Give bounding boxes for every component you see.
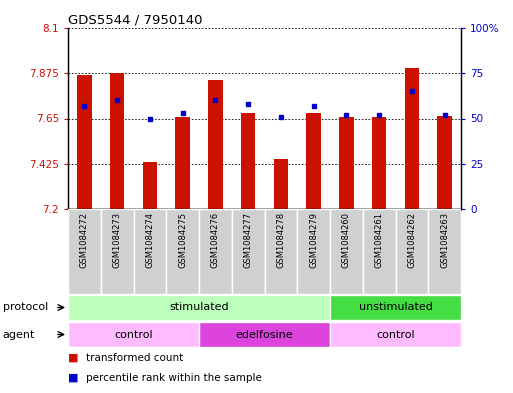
Bar bbox=[77, 75, 92, 209]
Text: control: control bbox=[376, 329, 415, 340]
Text: GSM1084263: GSM1084263 bbox=[440, 211, 449, 268]
FancyBboxPatch shape bbox=[133, 209, 166, 294]
FancyBboxPatch shape bbox=[68, 321, 199, 347]
Bar bbox=[306, 114, 321, 209]
Text: GSM1084277: GSM1084277 bbox=[244, 211, 252, 268]
FancyBboxPatch shape bbox=[166, 209, 199, 294]
Text: GSM1084274: GSM1084274 bbox=[145, 211, 154, 268]
Bar bbox=[175, 118, 190, 209]
FancyBboxPatch shape bbox=[265, 209, 297, 294]
Text: percentile rank within the sample: percentile rank within the sample bbox=[86, 373, 262, 383]
FancyBboxPatch shape bbox=[101, 209, 133, 294]
Text: GSM1084272: GSM1084272 bbox=[80, 211, 89, 268]
Text: unstimulated: unstimulated bbox=[359, 303, 432, 312]
Bar bbox=[339, 118, 354, 209]
Text: GSM1084275: GSM1084275 bbox=[178, 211, 187, 268]
Bar bbox=[208, 80, 223, 209]
FancyBboxPatch shape bbox=[330, 209, 363, 294]
FancyBboxPatch shape bbox=[330, 321, 461, 347]
Text: stimulated: stimulated bbox=[169, 303, 229, 312]
Bar bbox=[241, 114, 255, 209]
Bar bbox=[437, 116, 452, 209]
Bar bbox=[405, 68, 419, 209]
Bar bbox=[273, 159, 288, 209]
Text: transformed count: transformed count bbox=[86, 353, 183, 363]
Text: GSM1084273: GSM1084273 bbox=[113, 211, 122, 268]
FancyBboxPatch shape bbox=[363, 209, 396, 294]
Text: protocol: protocol bbox=[3, 303, 48, 312]
FancyBboxPatch shape bbox=[68, 294, 330, 320]
Text: GSM1084278: GSM1084278 bbox=[277, 211, 285, 268]
Text: ■: ■ bbox=[68, 353, 78, 363]
FancyBboxPatch shape bbox=[68, 209, 101, 294]
Text: GSM1084276: GSM1084276 bbox=[211, 211, 220, 268]
Text: GSM1084261: GSM1084261 bbox=[374, 211, 384, 268]
Text: GSM1084260: GSM1084260 bbox=[342, 211, 351, 268]
Bar bbox=[110, 73, 125, 209]
FancyBboxPatch shape bbox=[428, 209, 461, 294]
Text: edelfosine: edelfosine bbox=[235, 329, 293, 340]
Text: GSM1084279: GSM1084279 bbox=[309, 211, 318, 268]
FancyBboxPatch shape bbox=[232, 209, 265, 294]
Text: GDS5544 / 7950140: GDS5544 / 7950140 bbox=[68, 13, 203, 26]
FancyBboxPatch shape bbox=[199, 321, 330, 347]
Text: control: control bbox=[114, 329, 153, 340]
FancyBboxPatch shape bbox=[199, 209, 232, 294]
Bar bbox=[143, 162, 157, 209]
Text: ■: ■ bbox=[68, 373, 78, 383]
FancyBboxPatch shape bbox=[396, 209, 428, 294]
Text: agent: agent bbox=[3, 329, 35, 340]
Bar bbox=[372, 118, 386, 209]
FancyBboxPatch shape bbox=[297, 209, 330, 294]
Text: GSM1084262: GSM1084262 bbox=[407, 211, 417, 268]
FancyBboxPatch shape bbox=[330, 294, 461, 320]
